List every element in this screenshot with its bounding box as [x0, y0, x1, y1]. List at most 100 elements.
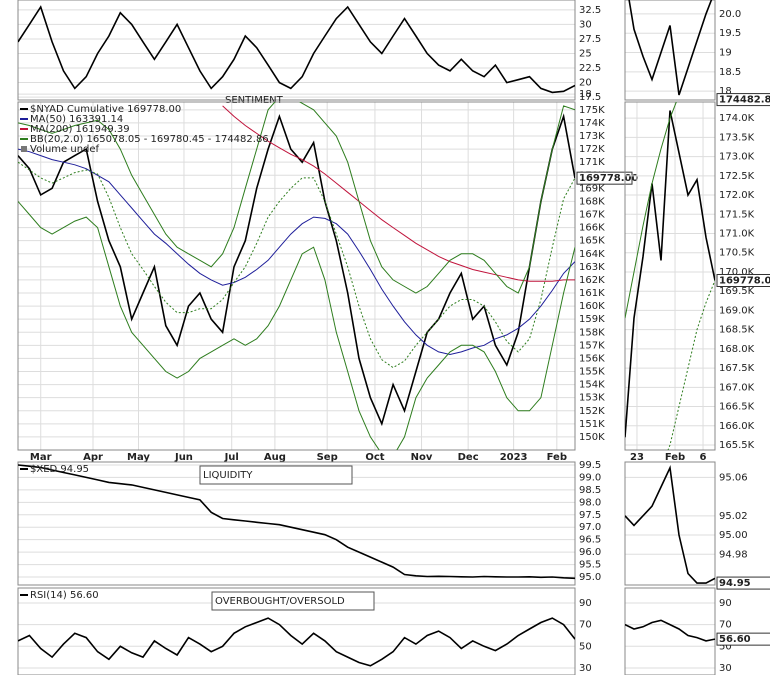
y-tick-label: 22.5 — [579, 63, 601, 74]
series-line — [18, 201, 575, 450]
y-tick-label: 170.5K — [719, 248, 755, 259]
y-tick-label: 167.0K — [719, 382, 755, 393]
y-tick-label: 30 — [719, 663, 732, 674]
y-tick-label: 50 — [719, 641, 732, 652]
y-tick-label: 167.5K — [719, 363, 755, 374]
x-tick-label: Aug — [264, 452, 286, 463]
plot-area — [18, 102, 575, 450]
y-tick-label: 94.98 — [719, 549, 748, 560]
y-tick-label: 172K — [579, 144, 605, 155]
y-tick-label: 155K — [579, 367, 605, 378]
y-tick-label: 164K — [579, 249, 605, 260]
y-tick-label: 95.00 — [719, 530, 748, 541]
panel-frame — [624, 461, 716, 586]
y-tick-label: 174.0K — [719, 113, 755, 124]
y-tick-label: 165K — [579, 236, 605, 247]
y-tick-label: 173.5K — [719, 132, 755, 143]
y-tick-label: 70 — [579, 620, 592, 631]
y-tick-label: 90 — [579, 598, 592, 609]
y-tick-label: 30 — [579, 19, 592, 30]
x-tick-label: Mar — [30, 452, 52, 463]
series-line — [625, 464, 715, 584]
x-tick-label: 6 — [700, 452, 707, 463]
y-tick-label: 19.5 — [719, 28, 741, 39]
x-tick-label: 2023 — [500, 452, 528, 463]
y-tick-label: 167K — [579, 210, 605, 221]
y-tick-label: 25 — [579, 48, 592, 59]
x-tick-label: Dec — [458, 452, 479, 463]
y-tick-label: 150K — [579, 432, 605, 443]
panel-frame — [17, 0, 576, 101]
panel-frame — [17, 587, 576, 675]
y-tick-label: 157K — [579, 340, 605, 351]
value-badge-label: 94.95 — [719, 578, 751, 589]
y-tick-label: 95.5 — [579, 560, 601, 571]
series-line — [628, 0, 713, 96]
value-badge — [716, 273, 770, 287]
y-tick-label: 165.5K — [719, 440, 755, 451]
value-badge-label: 174482.86 — [719, 95, 770, 106]
y-tick-label: 173.0K — [719, 152, 755, 163]
series-line — [18, 161, 575, 369]
series-line — [18, 113, 575, 427]
y-tick-label: 19 — [719, 48, 732, 59]
y-tick-label: 20 — [579, 78, 592, 89]
y-tick-label: 163K — [579, 262, 605, 273]
y-tick-label: 98.5 — [579, 485, 601, 496]
x-tick-label: 23 — [630, 452, 644, 463]
value-badge — [576, 171, 633, 185]
x-tick-label: Jun — [174, 452, 193, 463]
y-tick-label: 159K — [579, 314, 605, 325]
y-tick-label: 169.5K — [719, 286, 755, 297]
legend-label: MA(50) 163391.14 — [30, 114, 123, 125]
y-tick-label: 171.0K — [719, 229, 755, 240]
value-badge-label: 56.60 — [719, 634, 751, 645]
value-badge-label: 169778.00 — [579, 173, 639, 184]
y-tick-label: 27.5 — [579, 34, 601, 45]
y-tick-label: 169K — [579, 183, 605, 194]
series-line — [18, 148, 575, 356]
value-badge-label: 169778.00 — [719, 275, 770, 286]
annotation: SENTIMENT — [225, 95, 284, 106]
panel-frame — [17, 101, 576, 451]
plot-area — [628, 0, 713, 96]
y-tick-label: 168.0K — [719, 344, 755, 355]
y-tick-label: 170.0K — [719, 267, 755, 278]
y-tick-label: 30 — [579, 663, 592, 674]
legend-label: $XED 94.95 — [30, 464, 89, 475]
y-tick-label: 50 — [579, 641, 592, 652]
plot-area — [625, 102, 715, 450]
series-line — [222, 105, 575, 282]
y-tick-label: 173K — [579, 131, 605, 142]
y-tick-label: 99.0 — [579, 472, 601, 483]
x-tick-label: May — [127, 452, 150, 463]
y-tick-label: 98.0 — [579, 497, 601, 508]
y-tick-label: 166K — [579, 223, 605, 234]
y-tick-label: 174K — [579, 118, 605, 129]
series-line — [625, 110, 715, 438]
x-tick-label: Sep — [317, 452, 338, 463]
y-tick-label: 152K — [579, 406, 605, 417]
y-tick-label: 166.0K — [719, 421, 755, 432]
plot-area — [18, 5, 575, 94]
x-tick-label: Feb — [547, 452, 567, 463]
series-line — [667, 280, 715, 450]
y-tick-label: 95.02 — [719, 511, 748, 522]
y-tick-label: 95.06 — [719, 472, 748, 483]
y-tick-label: 156K — [579, 353, 605, 364]
y-tick-label: 70 — [719, 620, 732, 631]
panel-frame — [624, 0, 716, 101]
x-tick-label: Apr — [83, 452, 103, 463]
x-tick-label: Oct — [365, 452, 384, 463]
y-tick-label: 97.5 — [579, 510, 601, 521]
y-tick-label: 90 — [719, 598, 732, 609]
plot-area — [625, 464, 715, 584]
series-line — [18, 5, 575, 94]
y-tick-label: 99.5 — [579, 460, 601, 471]
series-line — [625, 102, 677, 319]
y-tick-label: 168.5K — [719, 325, 755, 336]
legend-label: MA(200) 161949.39 — [30, 124, 130, 135]
series-line — [625, 619, 715, 642]
y-tick-label: 18.5 — [719, 67, 741, 78]
plot-area — [625, 619, 715, 642]
